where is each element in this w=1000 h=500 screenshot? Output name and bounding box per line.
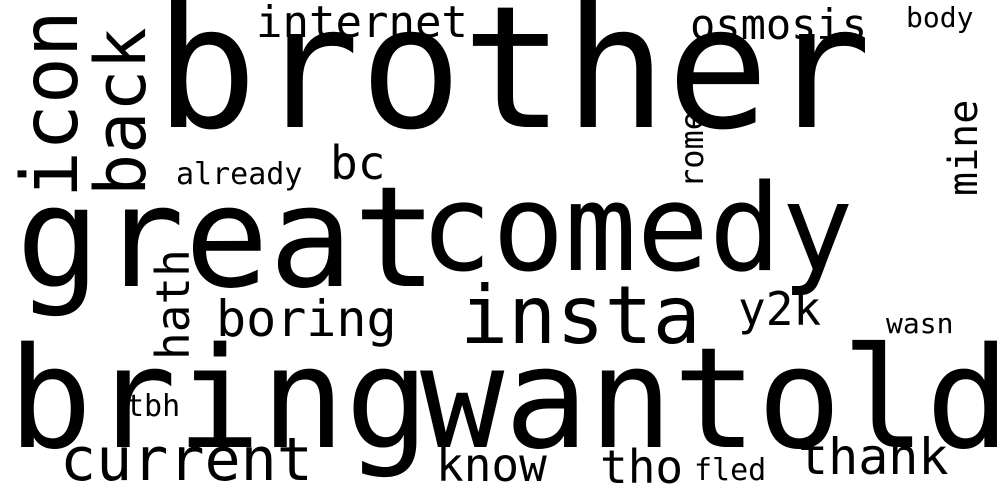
word-wasn: wasn <box>886 307 954 340</box>
word-boring: boring <box>216 290 397 348</box>
word-icon: icon <box>6 10 96 198</box>
word-osmosis: osmosis <box>690 0 868 49</box>
word-rome: rome <box>673 110 711 188</box>
word-y2k: y2k <box>738 282 822 336</box>
word-internet: internet <box>256 0 468 48</box>
word-bring: bring <box>8 318 430 481</box>
word-fled: fled <box>694 453 767 488</box>
word-current: current <box>60 425 313 495</box>
word-body: body <box>906 1 974 34</box>
word-know: know <box>436 438 547 492</box>
word-bc: bc <box>330 136 386 190</box>
word-insta: insta <box>460 269 701 362</box>
word-tbh: tbh <box>126 389 181 424</box>
word-great: great <box>16 157 438 320</box>
word-tho: tho <box>600 440 684 494</box>
word-wantold: wantold <box>420 318 1000 481</box>
word-back: back <box>80 27 162 196</box>
word-brother: brother <box>155 0 872 168</box>
word-hath: hath <box>146 249 200 360</box>
word-already: already <box>176 157 303 192</box>
word-mine: mine <box>941 99 987 196</box>
word-thank: thank <box>798 428 949 486</box>
word-comedy: comedy <box>420 160 854 299</box>
